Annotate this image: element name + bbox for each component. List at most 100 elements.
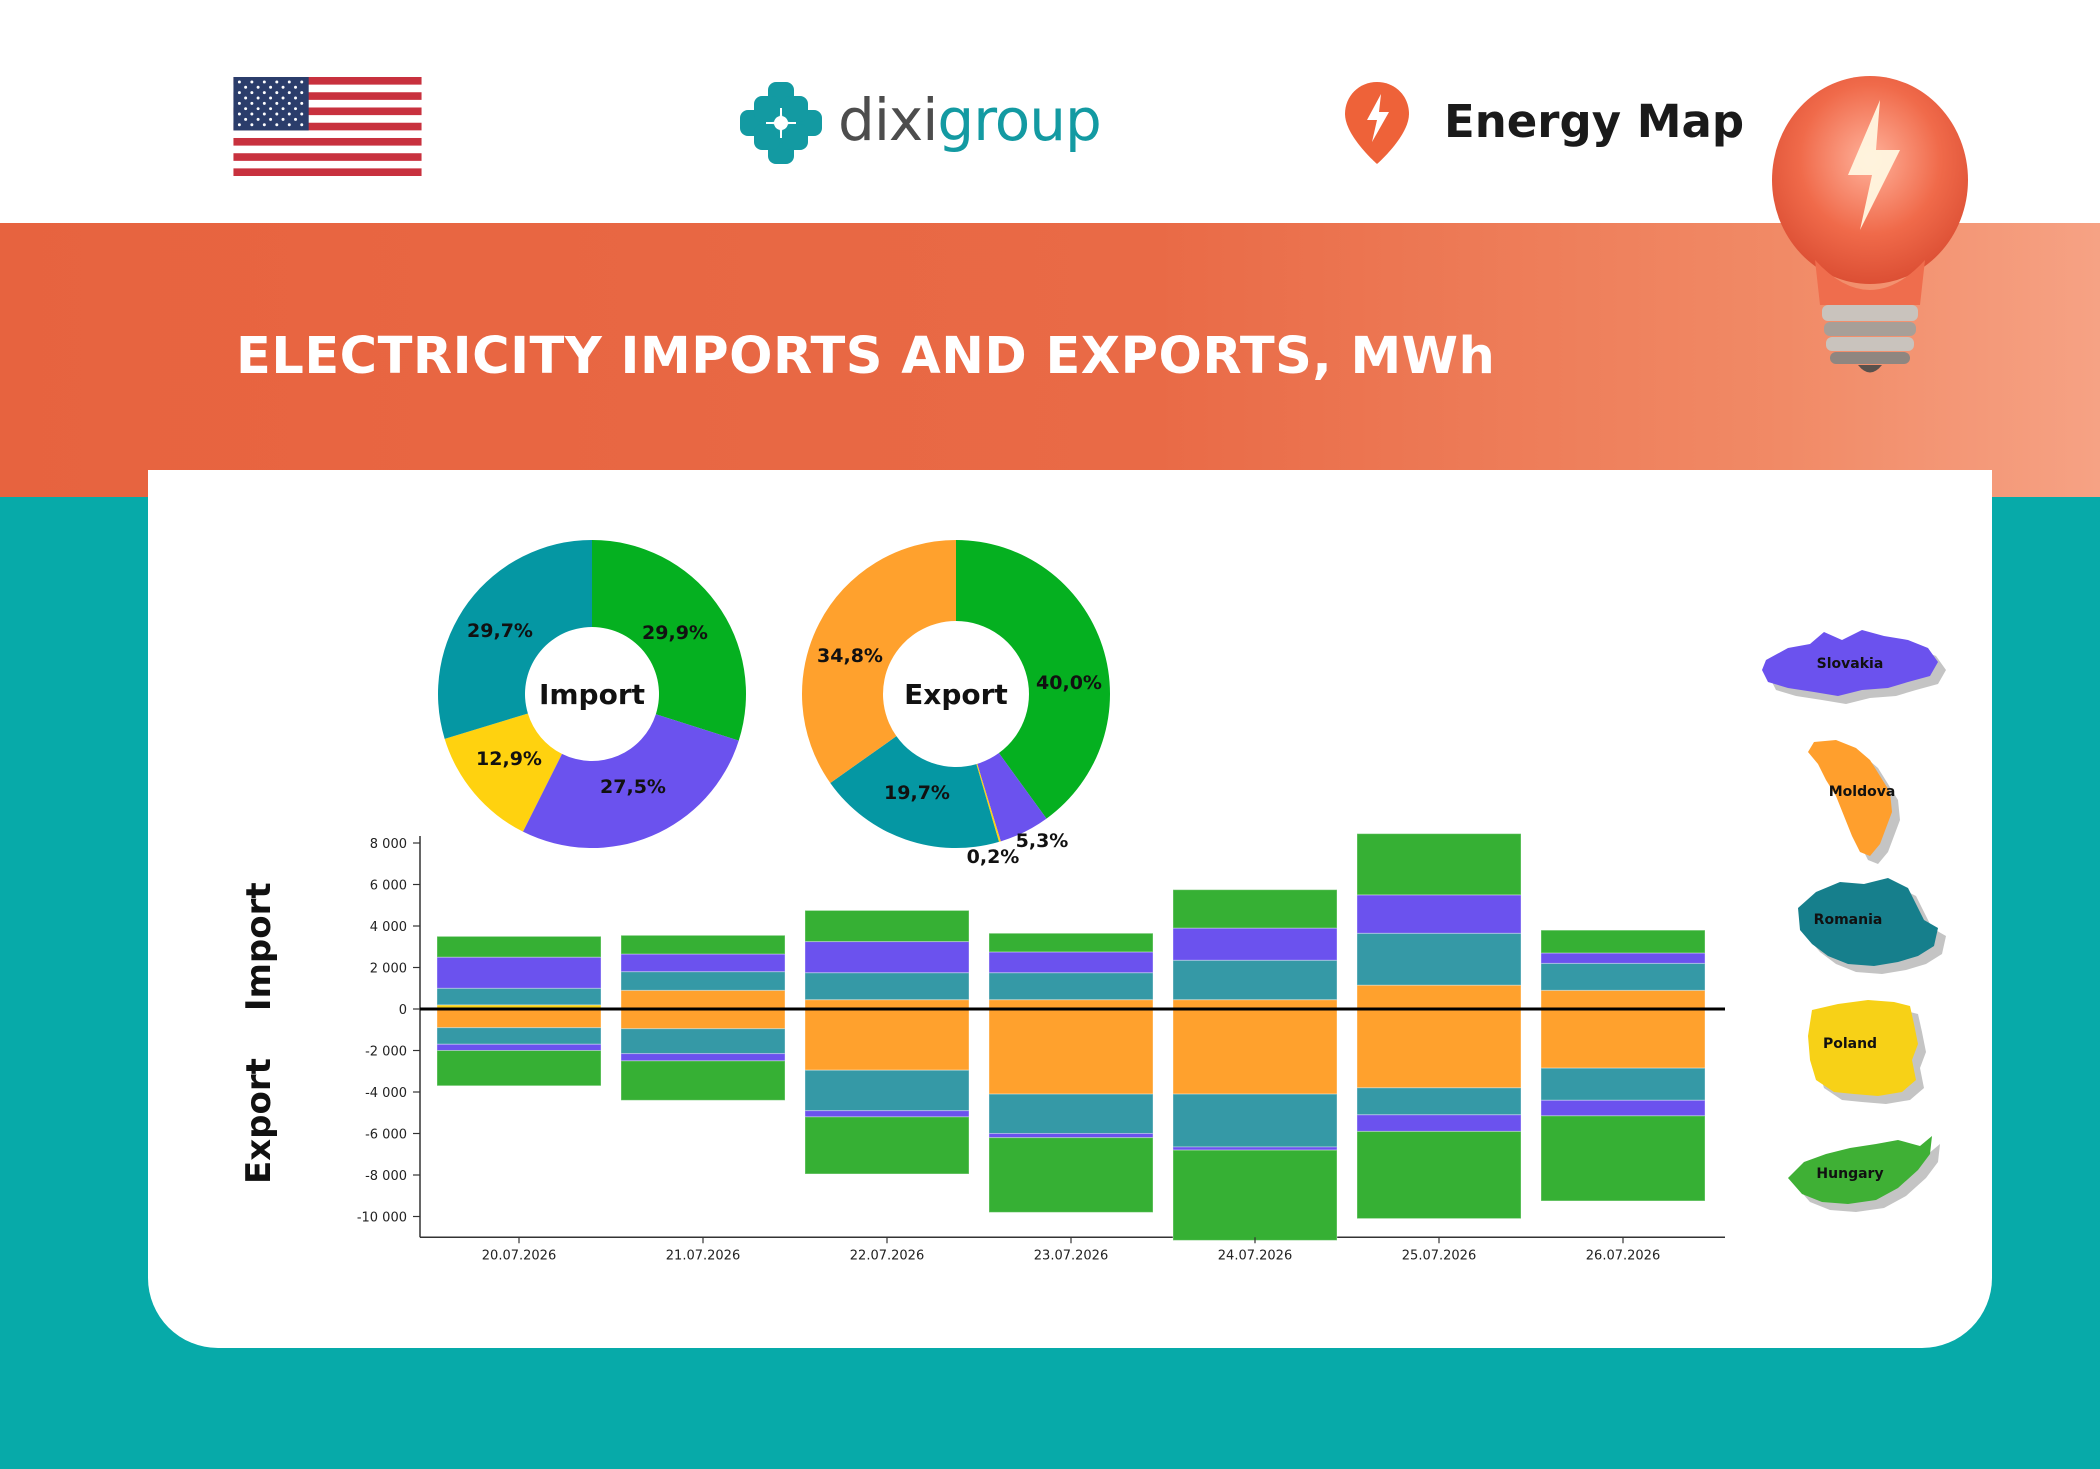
bar-segment-moldova[interactable] <box>988 1008 1154 1095</box>
pie-import: 29,9% 27,5% 12,9% 29,7% Import <box>438 540 746 848</box>
bar-segment-hungary[interactable] <box>1356 833 1522 896</box>
y-label-export: Export <box>239 1058 279 1184</box>
country-map-poland[interactable]: Poland <box>1798 996 1934 1112</box>
pie-center-label: Import <box>539 678 645 711</box>
pie-slice-label: 29,9% <box>642 622 708 644</box>
bar-segment-slovakia[interactable] <box>1356 1114 1522 1132</box>
bar-segment-slovakia[interactable] <box>1540 1099 1706 1117</box>
x-tick-label: 26.07.2026 <box>1586 1248 1660 1263</box>
bar-segment-romania[interactable] <box>1356 1087 1522 1116</box>
bar-segment-romania[interactable] <box>436 1027 602 1045</box>
bar-segment-hungary[interactable] <box>1356 1130 1522 1220</box>
bar-segment-moldova[interactable] <box>620 1008 786 1030</box>
bar-segment-slovakia[interactable] <box>804 1110 970 1118</box>
us-flag-icon[interactable] <box>233 77 422 176</box>
bar-chart: 8 000 6 000 4 000 2 000 0 -2 000 -4 000 -6 000 -… <box>239 833 1725 1263</box>
bar-segment-hungary[interactable] <box>1172 1149 1338 1241</box>
bar-segment-hungary[interactable] <box>1540 1115 1706 1202</box>
bar-segment-slovakia[interactable] <box>804 941 970 974</box>
bar-segment-moldova[interactable] <box>1540 1008 1706 1069</box>
country-map-slovakia[interactable]: Slovakia <box>1758 626 1954 714</box>
bar-segment-romania[interactable] <box>620 1028 786 1055</box>
country-map-moldova[interactable]: Moldova <box>1796 736 1908 872</box>
pie-slice-label: 5,3% <box>1016 830 1069 852</box>
y-tick-label: 4 000 <box>370 920 407 935</box>
bar-segment-hungary[interactable] <box>620 934 786 955</box>
bar-segment-slovakia[interactable] <box>988 951 1154 974</box>
bar-segment-slovakia[interactable] <box>988 1133 1154 1139</box>
y-tick-label: -6 000 <box>365 1128 407 1143</box>
country-map-hungary[interactable]: Hungary <box>1782 1130 1950 1224</box>
pie-slice[interactable] <box>830 736 999 849</box>
bar-segment-romania[interactable] <box>988 1093 1154 1134</box>
bar-segment-slovakia[interactable] <box>436 956 602 989</box>
x-tick-label: 23.07.2026 <box>1034 1248 1108 1263</box>
bar-segment-hungary[interactable] <box>804 1116 970 1175</box>
x-tick-label: 24.07.2026 <box>1218 1248 1292 1263</box>
bar-segment-romania[interactable] <box>1172 1093 1338 1148</box>
bar-segment-hungary[interactable] <box>804 909 970 943</box>
x-tick-label: 22.07.2026 <box>850 1248 924 1263</box>
bar-segment-moldova[interactable] <box>436 1008 602 1029</box>
header: dixigroup Energy Map <box>0 0 2100 223</box>
bar-segment-hungary[interactable] <box>620 1060 786 1101</box>
energy-map-pin-icon[interactable] <box>1345 82 1409 164</box>
bar-segment-moldova[interactable] <box>1356 1008 1522 1089</box>
bar-segment-hungary[interactable] <box>436 935 602 958</box>
bar-segment-romania[interactable] <box>1356 932 1522 986</box>
y-tick-label: -10 000 <box>357 1211 407 1226</box>
bar-segment-romania[interactable] <box>1540 1067 1706 1101</box>
bar-segment-romania[interactable] <box>988 972 1154 1001</box>
bar-segment-slovakia[interactable] <box>1172 927 1338 961</box>
pie-slice[interactable] <box>977 753 1047 842</box>
y-tick-label: 6 000 <box>370 879 407 894</box>
country-map-label: Moldova <box>1829 784 1896 800</box>
bar-segment-moldova[interactable] <box>620 989 786 1010</box>
bar-segment-slovakia[interactable] <box>1356 894 1522 934</box>
country-map-romania[interactable]: Romania <box>1788 874 1950 982</box>
title-banner <box>0 223 2100 497</box>
pie-slice-label: 29,7% <box>467 620 533 642</box>
pie-slice[interactable] <box>444 713 562 832</box>
country-map-label: Poland <box>1823 1036 1877 1052</box>
bar-segment-romania[interactable] <box>804 1069 970 1112</box>
pie-slice[interactable] <box>956 540 1111 819</box>
bar-segment-moldova[interactable] <box>804 1008 970 1071</box>
y-tick-label: -2 000 <box>365 1045 407 1060</box>
bar-segment-romania[interactable] <box>804 972 970 1001</box>
country-map-label: Romania <box>1814 912 1883 928</box>
country-map-label: Hungary <box>1816 1166 1883 1182</box>
bar-segment-slovakia[interactable] <box>620 953 786 973</box>
dixigroup-logo-icon[interactable] <box>740 82 1100 172</box>
bar-segment-hungary[interactable] <box>1540 929 1706 954</box>
bar-segment-hungary[interactable] <box>436 1050 602 1087</box>
pie-slice[interactable] <box>802 540 956 783</box>
country-map-label: Slovakia <box>1817 656 1884 672</box>
pie-slice[interactable] <box>438 540 592 739</box>
y-tick-label: -4 000 <box>365 1086 407 1101</box>
bar-segment-slovakia[interactable] <box>436 1043 602 1052</box>
bar-segment-hungary[interactable] <box>988 932 1154 953</box>
bar-segment-romania[interactable] <box>436 987 602 1006</box>
bar-segment-moldova[interactable] <box>1172 1008 1338 1095</box>
pie-slice[interactable] <box>522 714 739 848</box>
light-bulb-icon <box>1772 76 1968 373</box>
bar-segment-romania[interactable] <box>620 971 786 991</box>
y-tick-label: 2 000 <box>370 962 407 977</box>
pie-slice-label: 40,0% <box>1036 672 1102 694</box>
dixigroup-logo-text: dixigroup <box>838 86 1102 154</box>
pie-slice[interactable] <box>592 540 746 741</box>
pie-slice[interactable] <box>976 763 1001 842</box>
bar-segment-slovakia[interactable] <box>620 1053 786 1062</box>
y-tick-label: 8 000 <box>370 837 407 852</box>
pie-slice-label: 19,7% <box>884 782 950 804</box>
bar-segment-moldova[interactable] <box>1356 984 1522 1010</box>
bar-segment-romania[interactable] <box>1172 959 1338 1001</box>
bar-segment-moldova[interactable] <box>1540 989 1706 1010</box>
bar-segment-slovakia[interactable] <box>1540 952 1706 964</box>
bar-segment-hungary[interactable] <box>988 1137 1154 1213</box>
bar-segment-hungary[interactable] <box>1172 889 1338 929</box>
bar-segment-romania[interactable] <box>1540 962 1706 991</box>
x-tick-label: 21.07.2026 <box>666 1248 740 1263</box>
